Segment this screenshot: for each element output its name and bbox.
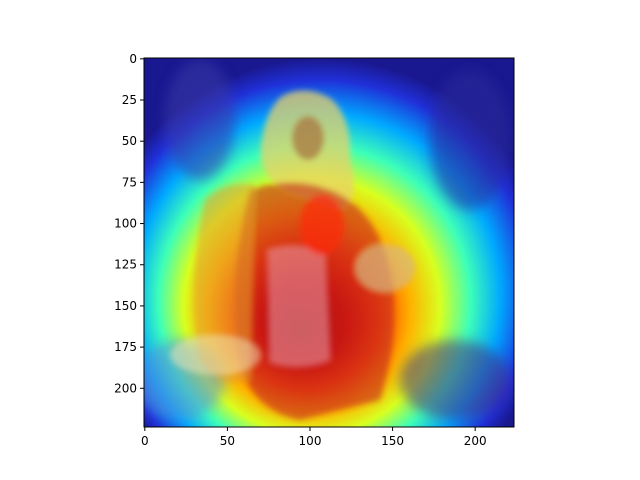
x-tick-label: 50: [220, 434, 235, 448]
y-tick-label: 75: [122, 175, 137, 189]
x-tick-label: 200: [464, 434, 487, 448]
y-tick-label: 50: [122, 134, 137, 148]
y-tick-label: 0: [129, 52, 137, 66]
y-tick-label: 175: [114, 340, 137, 354]
x-tick-label: 100: [299, 434, 322, 448]
axes-frame: [143, 57, 515, 428]
heatmap-image: [144, 58, 514, 427]
y-tick-label: 125: [114, 258, 137, 272]
y-tick-label: 150: [114, 299, 137, 313]
photo-texture: [144, 60, 510, 420]
y-axis: 0 25 50 75 100 125 150 175 200: [114, 52, 144, 395]
y-tick-label: 100: [114, 217, 137, 231]
y-tick-label: 200: [114, 381, 137, 395]
x-tick-label: 0: [141, 434, 149, 448]
x-axis: 0 50 100 150 200: [141, 427, 487, 448]
x-tick-label: 150: [381, 434, 404, 448]
y-tick-label: 25: [122, 93, 137, 107]
photo-subject: [170, 90, 415, 420]
